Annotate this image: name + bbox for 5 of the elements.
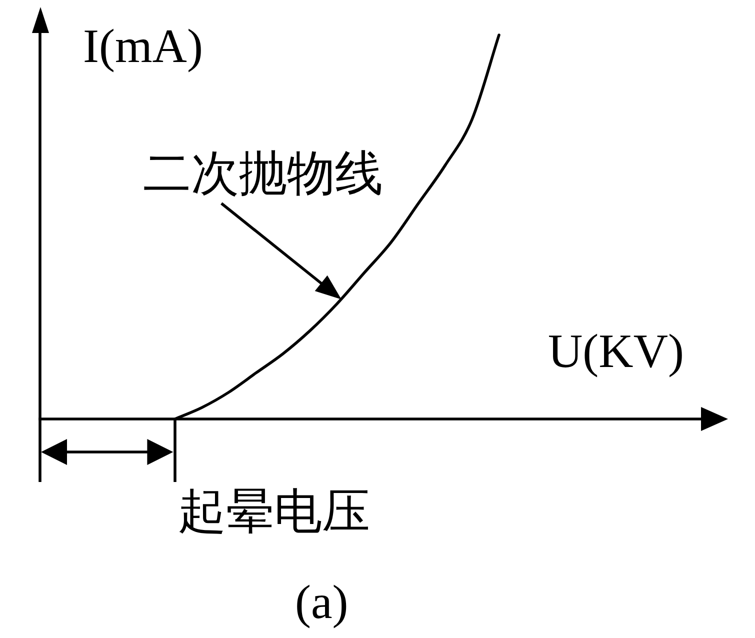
annotation: 二次抛物线 xyxy=(143,147,383,200)
x-axis-title: U(KV) xyxy=(548,325,684,378)
text: (a) xyxy=(295,576,348,629)
y-axis-title: I(mA) xyxy=(83,20,203,73)
text: 起晕电压 xyxy=(178,486,370,539)
